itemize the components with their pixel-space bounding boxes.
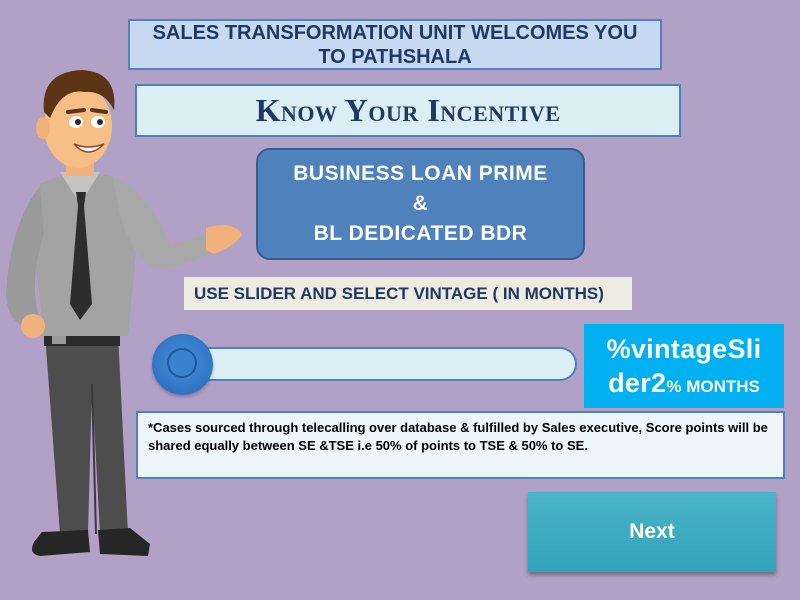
vintage-value-display: %vintageSli der2% MONTHS: [584, 324, 784, 408]
product-line-1: BUSINESS LOAN PRIME: [293, 162, 548, 185]
next-button[interactable]: Next: [528, 492, 776, 572]
page-title-text: Know Your Incentive: [255, 92, 561, 128]
vintage-value-line-1: %vintageSli: [606, 334, 762, 364]
product-line-3: BL DEDICATED BDR: [313, 222, 528, 245]
next-button-label: Next: [629, 520, 675, 543]
slider-instruction-text: USE SLIDER AND SELECT VINTAGE ( IN MONTH…: [194, 283, 604, 303]
page-title: Know Your Incentive: [135, 84, 681, 137]
welcome-banner: SALES TRANSFORMATION UNIT WELCOMES YOU T…: [128, 19, 662, 70]
presenter-character-illustration: [6, 70, 242, 556]
welcome-banner-text: SALES TRANSFORMATION UNIT WELCOMES YOU T…: [152, 21, 638, 68]
vintage-value-line-2: der2: [608, 368, 667, 398]
vintage-slider-track[interactable]: [153, 347, 577, 381]
slider-thumb-ring: [167, 348, 197, 378]
incentive-note-text: *Cases sourced through telecalling over …: [148, 420, 768, 453]
product-box: BUSINESS LOAN PRIME & BL DEDICATED BDR: [256, 148, 585, 260]
product-line-2: &: [412, 192, 429, 215]
incentive-note: *Cases sourced through telecalling over …: [136, 411, 785, 479]
vintage-slider-thumb[interactable]: [152, 334, 213, 395]
slider-instruction: USE SLIDER AND SELECT VINTAGE ( IN MONTH…: [184, 277, 632, 310]
vintage-unit: % MONTHS: [666, 377, 760, 396]
